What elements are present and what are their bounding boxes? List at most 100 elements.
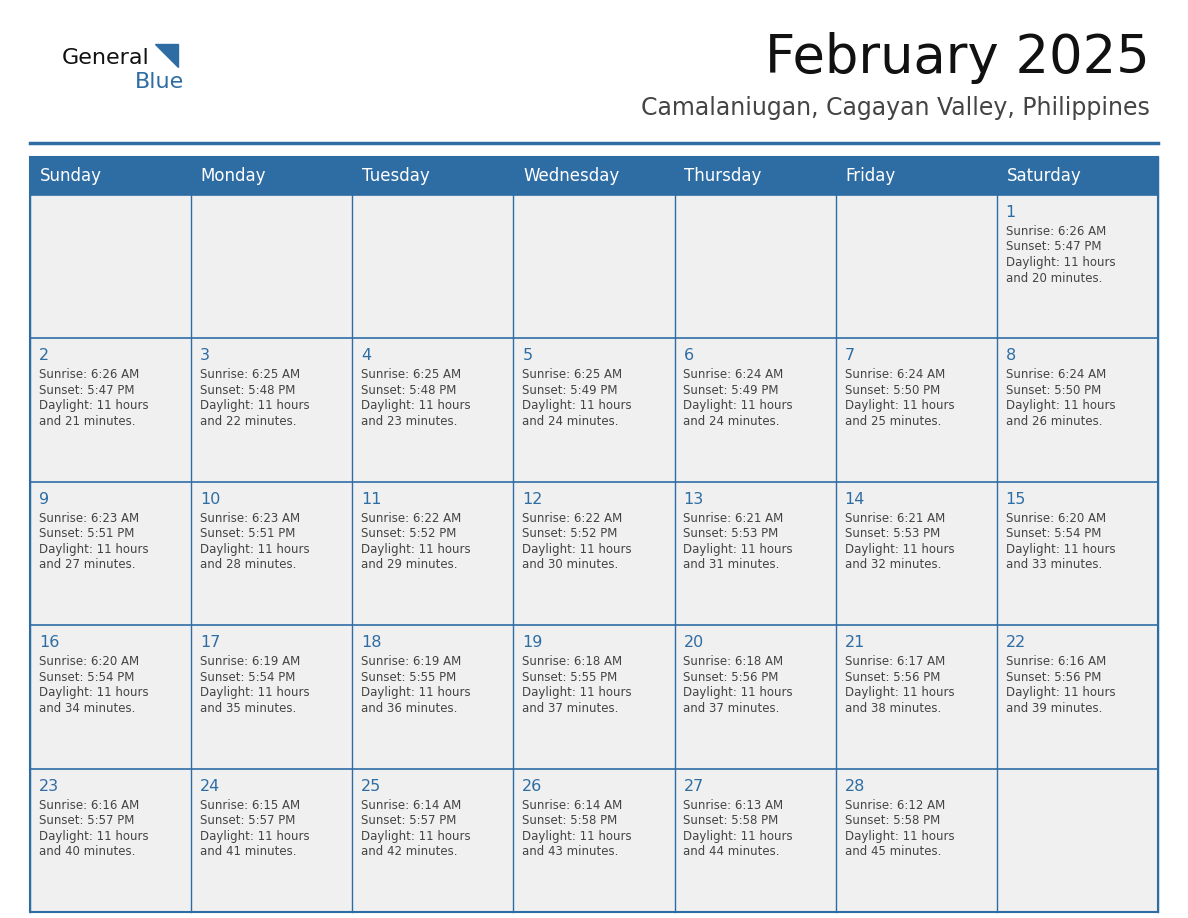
Bar (191, 157, 353, 195)
Text: Sunrise: 6:24 AM: Sunrise: 6:24 AM (1006, 368, 1106, 381)
Bar (513, 768, 675, 912)
Text: 10: 10 (200, 492, 221, 507)
Text: Sunset: 5:53 PM: Sunset: 5:53 PM (683, 527, 778, 541)
Text: Wednesday: Wednesday (523, 167, 619, 185)
Text: 7: 7 (845, 349, 854, 364)
Bar (997, 157, 1158, 195)
Text: and 26 minutes.: and 26 minutes. (1006, 415, 1102, 428)
Text: Sunset: 5:50 PM: Sunset: 5:50 PM (845, 384, 940, 397)
Bar (675, 625, 835, 768)
Bar (513, 157, 675, 195)
Text: Sunset: 5:53 PM: Sunset: 5:53 PM (845, 527, 940, 541)
Bar (997, 768, 1158, 912)
Text: Daylight: 11 hours: Daylight: 11 hours (39, 686, 148, 700)
Text: Sunrise: 6:22 AM: Sunrise: 6:22 AM (523, 512, 623, 525)
Text: Daylight: 11 hours: Daylight: 11 hours (845, 399, 954, 412)
Text: Sunrise: 6:16 AM: Sunrise: 6:16 AM (39, 799, 139, 812)
Text: Sunrise: 6:23 AM: Sunrise: 6:23 AM (39, 512, 139, 525)
Bar (997, 625, 1158, 768)
Polygon shape (154, 44, 178, 67)
Text: and 37 minutes.: and 37 minutes. (523, 701, 619, 715)
Bar (191, 768, 353, 912)
Bar (513, 195, 675, 339)
Text: Sunset: 5:49 PM: Sunset: 5:49 PM (523, 384, 618, 397)
Text: and 27 minutes.: and 27 minutes. (39, 558, 135, 571)
Bar (997, 482, 1158, 625)
Text: 5: 5 (523, 349, 532, 364)
Text: Camalaniugan, Cagayan Valley, Philippines: Camalaniugan, Cagayan Valley, Philippine… (642, 96, 1150, 120)
Bar (353, 625, 513, 768)
Text: Sunset: 5:56 PM: Sunset: 5:56 PM (1006, 671, 1101, 684)
Text: Saturday: Saturday (1006, 167, 1081, 185)
Text: Daylight: 11 hours: Daylight: 11 hours (200, 830, 310, 843)
Text: 20: 20 (683, 635, 703, 650)
Text: Sunrise: 6:25 AM: Sunrise: 6:25 AM (361, 368, 461, 381)
Text: Sunrise: 6:13 AM: Sunrise: 6:13 AM (683, 799, 784, 812)
Text: and 42 minutes.: and 42 minutes. (361, 845, 457, 858)
Text: Sunset: 5:56 PM: Sunset: 5:56 PM (845, 671, 940, 684)
Text: 11: 11 (361, 492, 381, 507)
Text: Blue: Blue (135, 72, 184, 92)
Text: Sunrise: 6:12 AM: Sunrise: 6:12 AM (845, 799, 944, 812)
Text: Sunrise: 6:15 AM: Sunrise: 6:15 AM (200, 799, 301, 812)
Text: 8: 8 (1006, 349, 1016, 364)
Bar (513, 339, 675, 482)
Text: Daylight: 11 hours: Daylight: 11 hours (845, 686, 954, 700)
Bar (191, 339, 353, 482)
Text: Daylight: 11 hours: Daylight: 11 hours (361, 830, 470, 843)
Bar (835, 482, 997, 625)
Text: Sunrise: 6:21 AM: Sunrise: 6:21 AM (683, 512, 784, 525)
Bar (191, 482, 353, 625)
Text: and 34 minutes.: and 34 minutes. (39, 701, 135, 715)
Text: and 31 minutes.: and 31 minutes. (683, 558, 779, 571)
Text: and 29 minutes.: and 29 minutes. (361, 558, 457, 571)
Text: Daylight: 11 hours: Daylight: 11 hours (523, 543, 632, 555)
Text: Sunset: 5:47 PM: Sunset: 5:47 PM (1006, 241, 1101, 253)
Text: Sunset: 5:56 PM: Sunset: 5:56 PM (683, 671, 779, 684)
Text: and 20 minutes.: and 20 minutes. (1006, 272, 1102, 285)
Bar (353, 768, 513, 912)
Text: 27: 27 (683, 778, 703, 793)
Text: Sunrise: 6:25 AM: Sunrise: 6:25 AM (523, 368, 623, 381)
Text: Daylight: 11 hours: Daylight: 11 hours (1006, 399, 1116, 412)
Text: and 24 minutes.: and 24 minutes. (683, 415, 781, 428)
Text: Daylight: 11 hours: Daylight: 11 hours (200, 399, 310, 412)
Text: Sunrise: 6:14 AM: Sunrise: 6:14 AM (361, 799, 461, 812)
Bar (675, 768, 835, 912)
Text: Daylight: 11 hours: Daylight: 11 hours (523, 399, 632, 412)
Text: Sunset: 5:58 PM: Sunset: 5:58 PM (523, 814, 618, 827)
Text: and 38 minutes.: and 38 minutes. (845, 701, 941, 715)
Text: and 43 minutes.: and 43 minutes. (523, 845, 619, 858)
Text: 24: 24 (200, 778, 220, 793)
Text: Sunset: 5:58 PM: Sunset: 5:58 PM (845, 814, 940, 827)
Text: Sunset: 5:57 PM: Sunset: 5:57 PM (200, 814, 296, 827)
Text: Daylight: 11 hours: Daylight: 11 hours (683, 830, 794, 843)
Bar (30, 157, 191, 195)
Text: and 45 minutes.: and 45 minutes. (845, 845, 941, 858)
Bar (353, 195, 513, 339)
Text: Sunset: 5:57 PM: Sunset: 5:57 PM (39, 814, 134, 827)
Text: and 28 minutes.: and 28 minutes. (200, 558, 296, 571)
Bar (675, 482, 835, 625)
Text: Sunrise: 6:18 AM: Sunrise: 6:18 AM (683, 655, 784, 668)
Text: Sunrise: 6:26 AM: Sunrise: 6:26 AM (1006, 225, 1106, 238)
Text: Sunrise: 6:20 AM: Sunrise: 6:20 AM (39, 655, 139, 668)
Text: 25: 25 (361, 778, 381, 793)
Bar (30, 625, 191, 768)
Text: Daylight: 11 hours: Daylight: 11 hours (200, 543, 310, 555)
Text: Sunrise: 6:19 AM: Sunrise: 6:19 AM (361, 655, 461, 668)
Bar (353, 157, 513, 195)
Bar (353, 339, 513, 482)
Text: 12: 12 (523, 492, 543, 507)
Text: Sunset: 5:49 PM: Sunset: 5:49 PM (683, 384, 779, 397)
Text: 16: 16 (39, 635, 59, 650)
Text: Sunrise: 6:20 AM: Sunrise: 6:20 AM (1006, 512, 1106, 525)
Text: Daylight: 11 hours: Daylight: 11 hours (39, 399, 148, 412)
Text: Sunset: 5:50 PM: Sunset: 5:50 PM (1006, 384, 1101, 397)
Text: Thursday: Thursday (684, 167, 762, 185)
Text: 18: 18 (361, 635, 381, 650)
Text: Friday: Friday (846, 167, 896, 185)
Text: 6: 6 (683, 349, 694, 364)
Text: and 41 minutes.: and 41 minutes. (200, 845, 297, 858)
Text: 17: 17 (200, 635, 221, 650)
